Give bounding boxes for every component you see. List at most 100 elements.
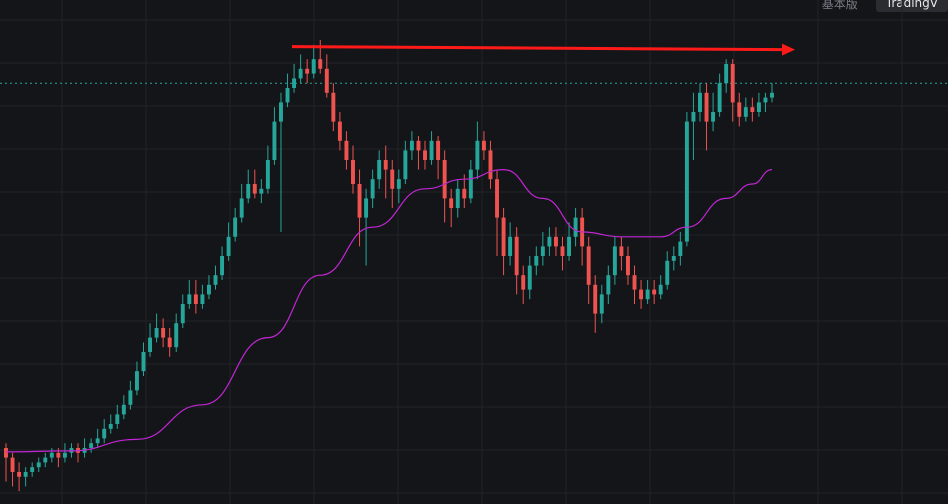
candle-body-up bbox=[717, 83, 722, 112]
candle-body-up bbox=[770, 92, 774, 98]
candle-body-down bbox=[193, 294, 198, 304]
moving-average-line bbox=[5, 168, 773, 453]
candle-body-down bbox=[481, 140, 486, 151]
candle-body-down bbox=[730, 64, 735, 103]
candle-body-up bbox=[645, 289, 650, 300]
candle-body-up bbox=[285, 88, 290, 103]
candle-body-up bbox=[364, 198, 369, 218]
candle-body-up bbox=[226, 236, 231, 256]
candle-body-down bbox=[344, 140, 349, 160]
candle-body-up bbox=[678, 241, 683, 256]
candle-body-up bbox=[724, 64, 729, 84]
candle-body-up bbox=[272, 121, 277, 160]
candle-body-up bbox=[567, 236, 572, 256]
candle-body-up bbox=[148, 337, 152, 352]
candle-body-down bbox=[639, 289, 644, 300]
candle-body-down bbox=[318, 59, 323, 69]
candle-body-up bbox=[573, 217, 578, 237]
candle-body-up bbox=[265, 160, 270, 189]
candle-body-up bbox=[89, 443, 94, 448]
candle-body-up bbox=[370, 179, 375, 199]
candle-body-down bbox=[442, 160, 447, 199]
candle-body-up bbox=[23, 472, 28, 477]
candle-body-up bbox=[259, 188, 264, 194]
candle-body-up bbox=[298, 68, 303, 79]
candle-body-down bbox=[436, 140, 441, 160]
candle-body-up bbox=[665, 260, 670, 285]
candle-body-up bbox=[206, 284, 211, 295]
candle-body-up bbox=[115, 414, 120, 424]
candle-body-down bbox=[390, 169, 395, 189]
candle-body-up bbox=[743, 107, 748, 117]
candle-body-up bbox=[246, 184, 251, 199]
candle-body-down bbox=[553, 236, 558, 247]
candle-body-down bbox=[383, 160, 388, 170]
candle-body-down bbox=[331, 92, 336, 122]
candle-body-down bbox=[305, 68, 310, 74]
candle-body-down bbox=[449, 198, 454, 208]
candle-body-down bbox=[416, 140, 421, 151]
candle-body-up bbox=[763, 97, 768, 103]
resistance-arrow bbox=[291, 43, 795, 56]
candle-body-up bbox=[599, 294, 604, 314]
candle-body-down bbox=[560, 246, 565, 256]
candle-body-up bbox=[711, 112, 716, 122]
candle-body-up bbox=[658, 284, 663, 295]
candle-body-up bbox=[233, 217, 238, 237]
candle-body-down bbox=[167, 337, 172, 348]
candle-body-up bbox=[121, 404, 126, 415]
candle-body-up bbox=[43, 457, 48, 463]
candle-body-up bbox=[180, 304, 185, 324]
candle-body-up bbox=[95, 438, 100, 444]
candle-body-down bbox=[501, 217, 506, 256]
candle-body-down bbox=[586, 246, 591, 285]
candle-body-down bbox=[423, 150, 427, 160]
candle-body-down bbox=[4, 448, 8, 458]
candle-body-up bbox=[429, 140, 434, 160]
candle-body-up bbox=[606, 275, 611, 295]
candle-body-up bbox=[403, 150, 408, 180]
candle-body-down bbox=[737, 102, 742, 117]
resistance-arrow-line bbox=[291, 45, 783, 52]
candle-body-up bbox=[756, 102, 761, 112]
candle-body-down bbox=[632, 275, 637, 290]
candle-body-down bbox=[337, 121, 342, 141]
candle-body-up bbox=[200, 294, 205, 304]
tab-basic[interactable]: 基本版 bbox=[821, 0, 858, 11]
candle-body-down bbox=[704, 92, 709, 122]
candle-body-down bbox=[357, 184, 362, 218]
candle-body-down bbox=[619, 246, 624, 256]
candle-body-down bbox=[10, 457, 15, 472]
candle-body-up bbox=[141, 352, 146, 372]
candle-body-up bbox=[220, 256, 225, 276]
candle-body-up bbox=[134, 371, 139, 391]
candle-body-up bbox=[154, 328, 159, 338]
candle-body-down bbox=[462, 188, 467, 199]
candle-body-up bbox=[475, 140, 480, 170]
candle-body-down bbox=[324, 68, 329, 93]
candle-body-down bbox=[488, 150, 493, 180]
candle-body-up bbox=[691, 112, 696, 122]
candle-body-up bbox=[108, 424, 113, 429]
candle-body-up bbox=[698, 92, 702, 112]
candle-body-down bbox=[252, 184, 257, 194]
candle-body-up bbox=[62, 452, 67, 458]
candle-body-up bbox=[49, 452, 54, 458]
candle-body-up bbox=[102, 428, 107, 439]
candle-body-up bbox=[527, 265, 532, 290]
candle-body-up bbox=[455, 188, 460, 208]
candle-body-up bbox=[213, 275, 218, 285]
candle-body-up bbox=[128, 390, 133, 405]
candle-body-up bbox=[540, 246, 545, 256]
tab-tradingview[interactable]: TradingV bbox=[875, 0, 948, 12]
candle-body-up bbox=[279, 102, 283, 122]
candle-body-up bbox=[684, 121, 689, 242]
candle-body-up bbox=[187, 294, 192, 304]
candle-body-up bbox=[396, 179, 401, 189]
candle-body-up bbox=[174, 323, 179, 348]
resistance-arrow-head bbox=[782, 43, 795, 56]
candle-body-up bbox=[292, 78, 297, 88]
candle-body-up bbox=[534, 256, 539, 266]
